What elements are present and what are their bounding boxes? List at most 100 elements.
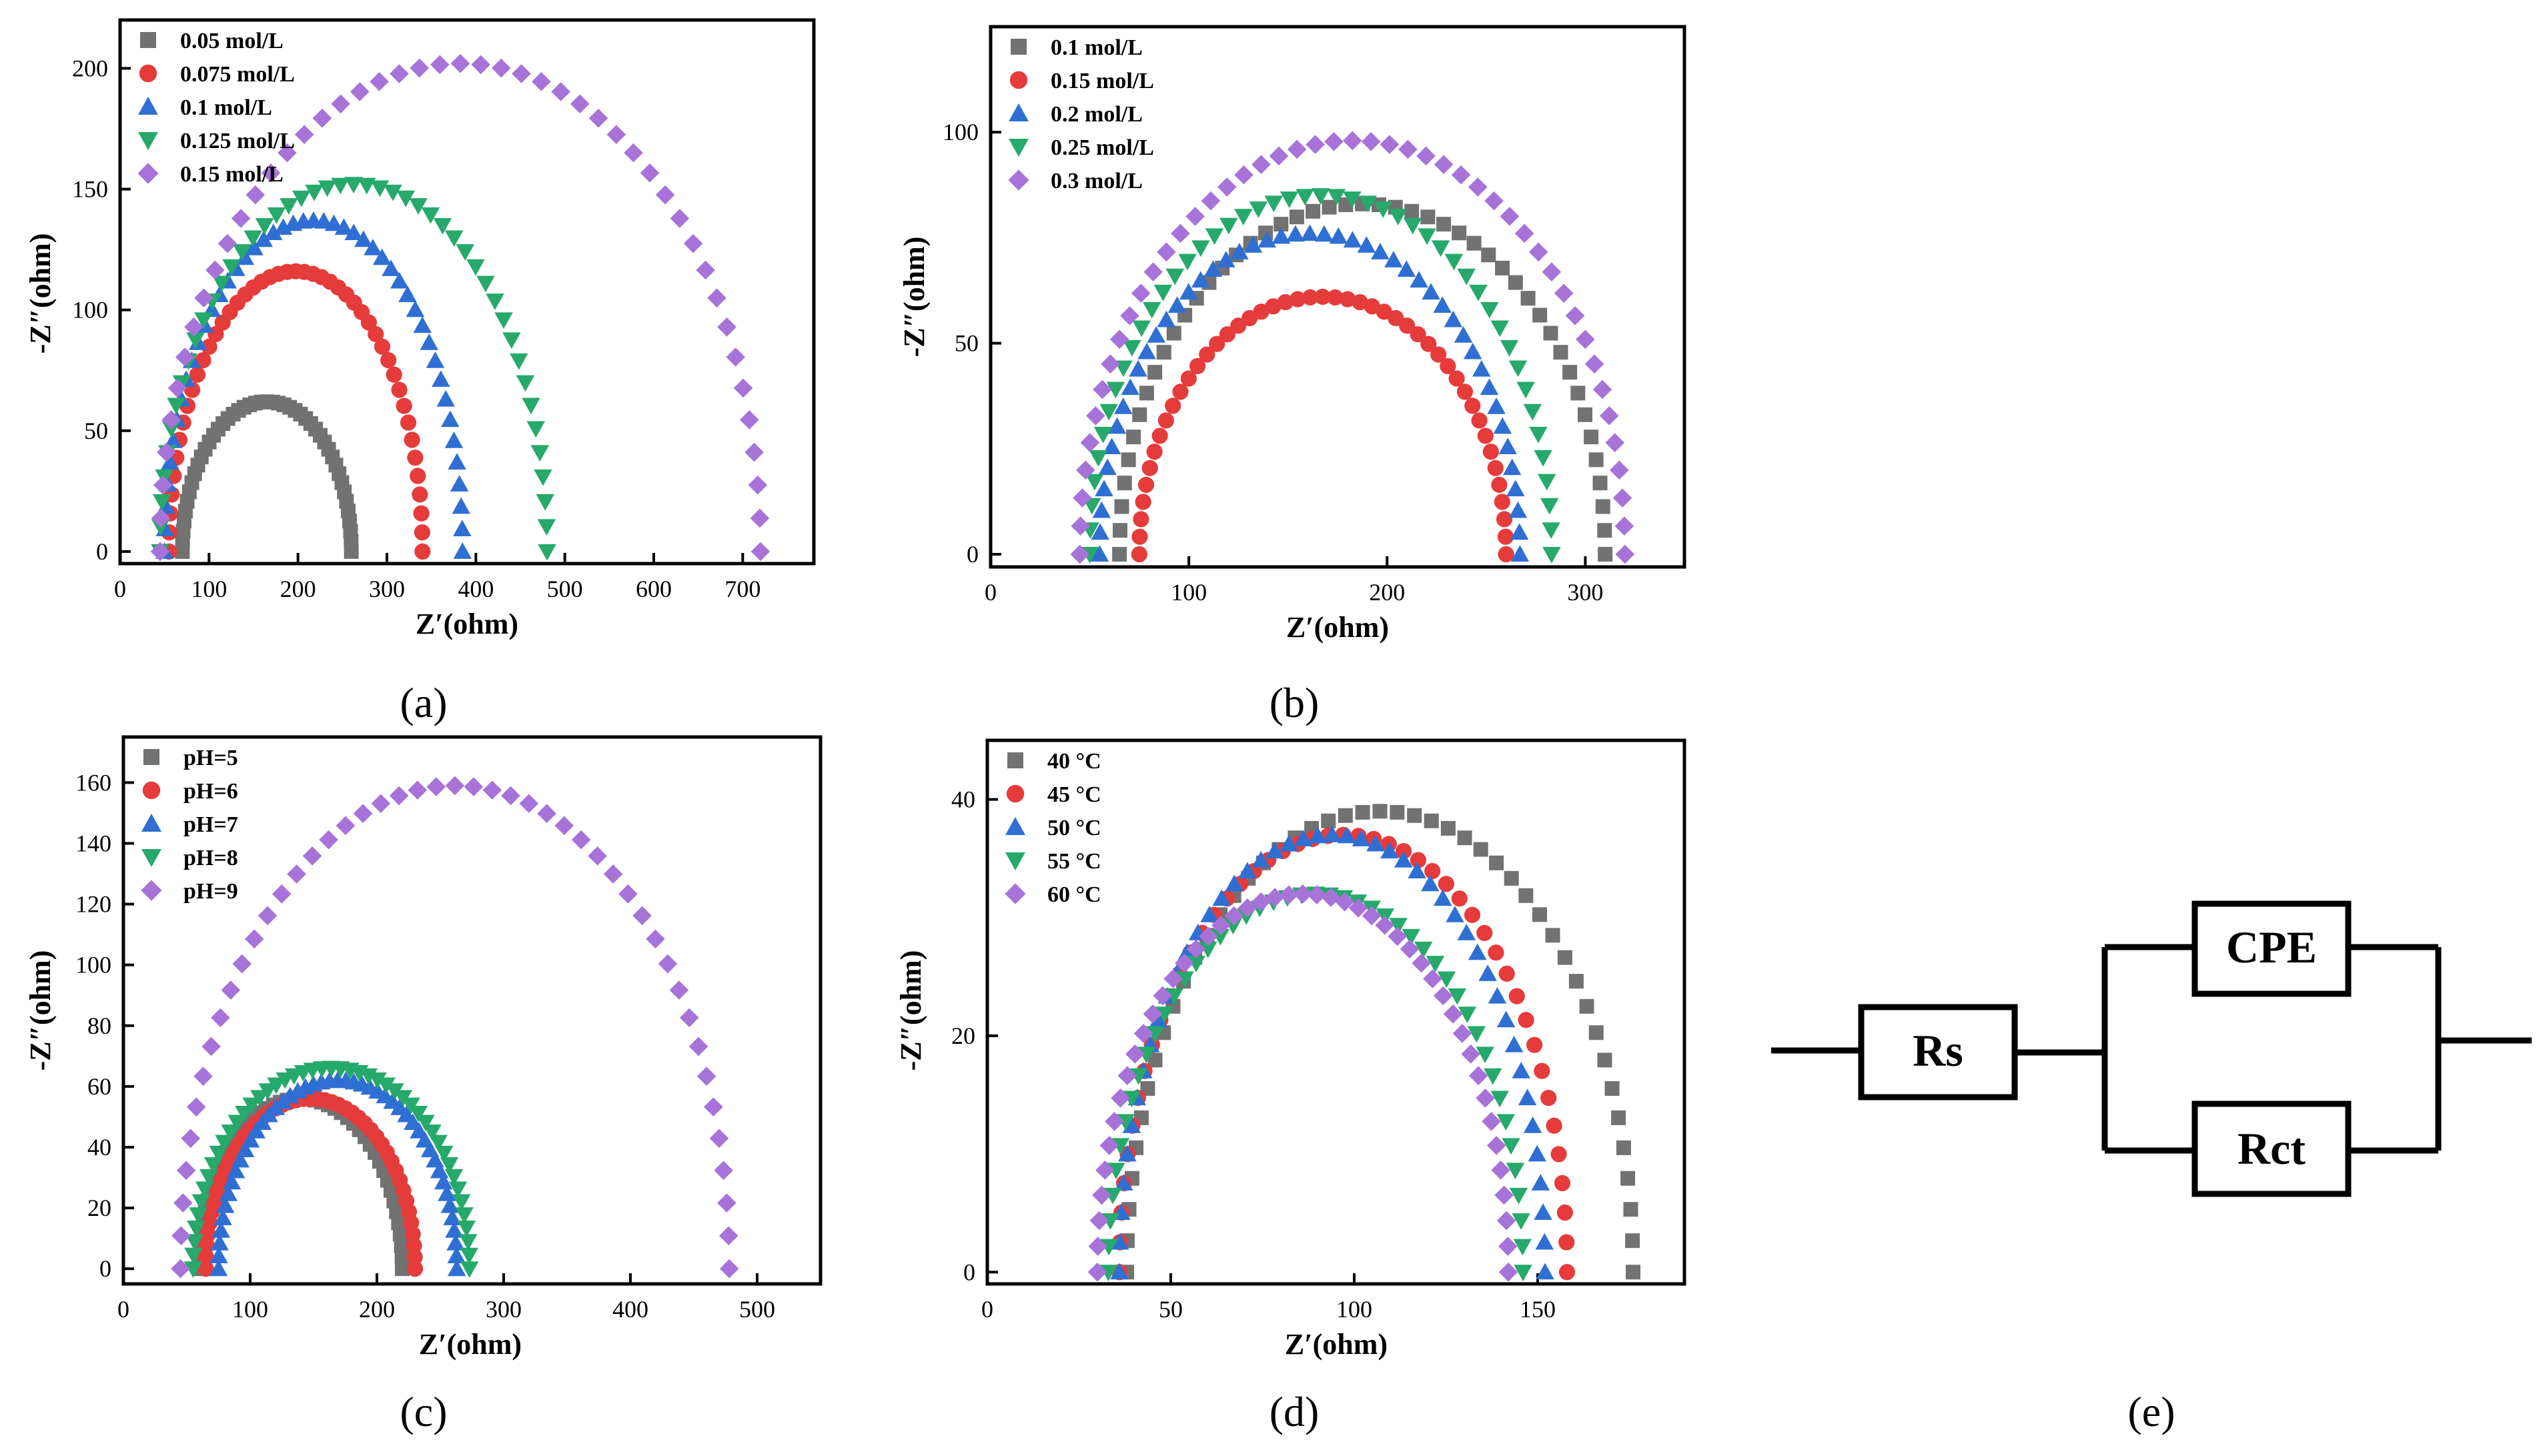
legend-label: 0.3 mol/L	[1051, 169, 1143, 193]
data-point-4	[1388, 209, 1408, 225]
data-point-1	[1520, 291, 1536, 306]
data-point-3	[1422, 283, 1440, 300]
data-point-5	[733, 378, 753, 398]
data-point-1	[1568, 974, 1584, 989]
y-tick-label: 150	[72, 176, 108, 203]
axis-ticks: 0 100 200 300 400 500 600 700 0 50 100 150 200	[72, 55, 760, 602]
data-point-2	[407, 450, 424, 466]
data-point-3	[1498, 438, 1517, 454]
data-point-3	[440, 1196, 460, 1213]
data-point-5	[1171, 223, 1190, 243]
data-point-2	[1180, 370, 1197, 387]
data-point-5	[606, 125, 626, 145]
data-point-5	[1120, 306, 1139, 325]
legend-label: 0.25 mol/L	[1051, 135, 1154, 160]
data-point-3	[1113, 398, 1133, 414]
data-point-4	[183, 1261, 203, 1278]
data-point-4	[1467, 1026, 1486, 1043]
data-point-5	[588, 108, 608, 128]
data-point-3	[1110, 1263, 1129, 1280]
legend-marker	[138, 132, 158, 150]
data-point-5	[1071, 516, 1090, 536]
data-point-2	[406, 1249, 423, 1265]
data-point-3	[1114, 1174, 1133, 1191]
data-point-5	[167, 378, 187, 398]
data-point-5	[194, 288, 213, 308]
data-point-4	[1132, 320, 1151, 337]
data-point-3	[226, 1161, 245, 1179]
legend-label: 0.1 mol/L	[1051, 35, 1143, 60]
data-point-5	[1375, 915, 1395, 935]
data-point-4	[1343, 191, 1362, 208]
data-point-3	[1129, 359, 1147, 377]
data-point-2	[1556, 1204, 1573, 1221]
data-point-3	[1225, 874, 1243, 892]
data-point-5	[232, 954, 252, 974]
data-point-5	[482, 780, 502, 800]
data-point-5	[287, 864, 306, 884]
data-point-4	[396, 190, 415, 207]
data-point-3	[1357, 236, 1376, 253]
data-point-1	[1473, 842, 1488, 857]
legend-marker	[139, 64, 157, 83]
legend-marker	[1008, 169, 1029, 191]
data-point-4	[1426, 956, 1445, 972]
data-point-5	[719, 1259, 739, 1279]
legend-marker	[1007, 752, 1023, 768]
data-point-3	[1149, 1010, 1168, 1028]
data-point-2	[1518, 1012, 1534, 1028]
data-point-5	[1423, 969, 1442, 988]
data-point-4	[1187, 956, 1205, 972]
legend-label: 0.15 mol/L	[180, 162, 284, 187]
data-point-4	[1205, 228, 1224, 245]
data-point-5	[353, 804, 373, 824]
data-point-5	[371, 794, 391, 814]
data-point-5	[1269, 146, 1289, 166]
data-point-3	[1212, 889, 1231, 906]
data-point-5	[1348, 898, 1368, 918]
data-point-3	[1397, 260, 1416, 277]
data-point-4	[1199, 941, 1217, 958]
data-point-1	[1407, 808, 1422, 823]
data-point-5	[426, 777, 446, 796]
data-point-2	[1496, 511, 1513, 528]
data-point-5	[704, 1097, 723, 1117]
data-point-3	[1468, 943, 1487, 960]
data-point-1	[1611, 1110, 1626, 1125]
data-point-1	[1532, 307, 1548, 323]
data-point-1	[1424, 813, 1439, 828]
data-point-3	[447, 1259, 466, 1277]
data-point-2	[1498, 965, 1515, 982]
data-point-4	[1122, 1090, 1141, 1108]
data-point-5	[211, 1008, 230, 1028]
data-point-5	[696, 1066, 716, 1086]
data-point-1	[394, 1249, 410, 1265]
data-point-5	[278, 143, 297, 163]
data-point-1	[1390, 804, 1405, 820]
data-point-5	[624, 143, 643, 163]
data-point-4	[466, 259, 485, 276]
legend-marker	[137, 163, 159, 184]
data-point-4	[215, 1135, 233, 1152]
data-point-1	[1126, 430, 1141, 445]
data-point-5	[740, 410, 759, 430]
data-point-5	[1070, 544, 1090, 564]
data-point-3	[1502, 458, 1522, 476]
data-point-3	[161, 453, 179, 470]
data-point-4	[486, 293, 504, 310]
data-point-1	[1504, 870, 1519, 886]
data-point-3	[1408, 862, 1426, 879]
data-point-5	[151, 508, 171, 528]
x-tick-label: 500	[739, 1296, 775, 1323]
data-point-2	[1491, 476, 1508, 493]
data-point-3	[1534, 1203, 1552, 1221]
data-point-4	[537, 519, 556, 536]
data-point-5	[445, 776, 465, 796]
data-point-3	[364, 238, 382, 255]
x-tick-label: 400	[612, 1296, 648, 1323]
legend-label: pH=9	[183, 879, 238, 904]
panel-label-e: (e)	[2127, 1388, 2175, 1435]
data-point-4	[409, 1105, 428, 1123]
data-point-5	[1251, 155, 1271, 174]
legend-label: 45 °C	[1047, 782, 1101, 807]
